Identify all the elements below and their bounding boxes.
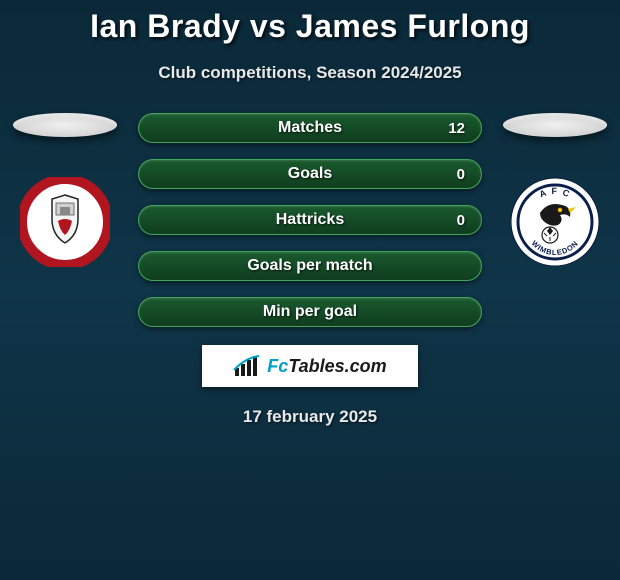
player-left-silhouette <box>13 113 117 137</box>
brand-text-left: Fc <box>267 356 288 376</box>
club-badge-right: A F C WIMBLEDON <box>505 177 605 267</box>
brand-text: FcTables.com <box>267 356 386 377</box>
stat-right-value: 0 <box>457 212 465 229</box>
stat-row-matches: Matches 12 <box>138 113 482 143</box>
comparison-row: ACCRINGTON STANLEY FOOTBALL CLUB Matches… <box>0 113 620 327</box>
page-subtitle: Club competitions, Season 2024/2025 <box>0 63 620 83</box>
stat-label: Matches <box>278 119 342 137</box>
stats-column: Matches 12 Goals 0 Hattricks 0 Goals per… <box>138 113 482 327</box>
stat-right-value: 12 <box>448 120 465 137</box>
stat-row-hattricks: Hattricks 0 <box>138 205 482 235</box>
date-text: 17 february 2025 <box>0 407 620 427</box>
brand-box: FcTables.com <box>202 345 418 387</box>
brand-text-right: Tables.com <box>288 356 386 376</box>
player-right-silhouette <box>503 113 607 137</box>
player-left-column: ACCRINGTON STANLEY FOOTBALL CLUB <box>10 113 120 267</box>
wimbledon-badge-icon: A F C WIMBLEDON <box>510 177 600 267</box>
stat-label: Goals per match <box>247 257 372 275</box>
club-badge-left: ACCRINGTON STANLEY FOOTBALL CLUB <box>15 177 115 267</box>
stat-row-goals: Goals 0 <box>138 159 482 189</box>
stat-row-goals-per-match: Goals per match <box>138 251 482 281</box>
stat-row-min-per-goal: Min per goal <box>138 297 482 327</box>
accrington-badge-icon: ACCRINGTON STANLEY FOOTBALL CLUB <box>20 177 110 267</box>
stat-label: Hattricks <box>276 211 344 229</box>
stat-right-value: 0 <box>457 166 465 183</box>
bar-chart-icon <box>233 354 261 378</box>
player-right-column: A F C WIMBLEDON <box>500 113 610 267</box>
stat-label: Goals <box>288 165 332 183</box>
stat-label: Min per goal <box>263 303 357 321</box>
page-title: Ian Brady vs James Furlong <box>0 0 620 45</box>
